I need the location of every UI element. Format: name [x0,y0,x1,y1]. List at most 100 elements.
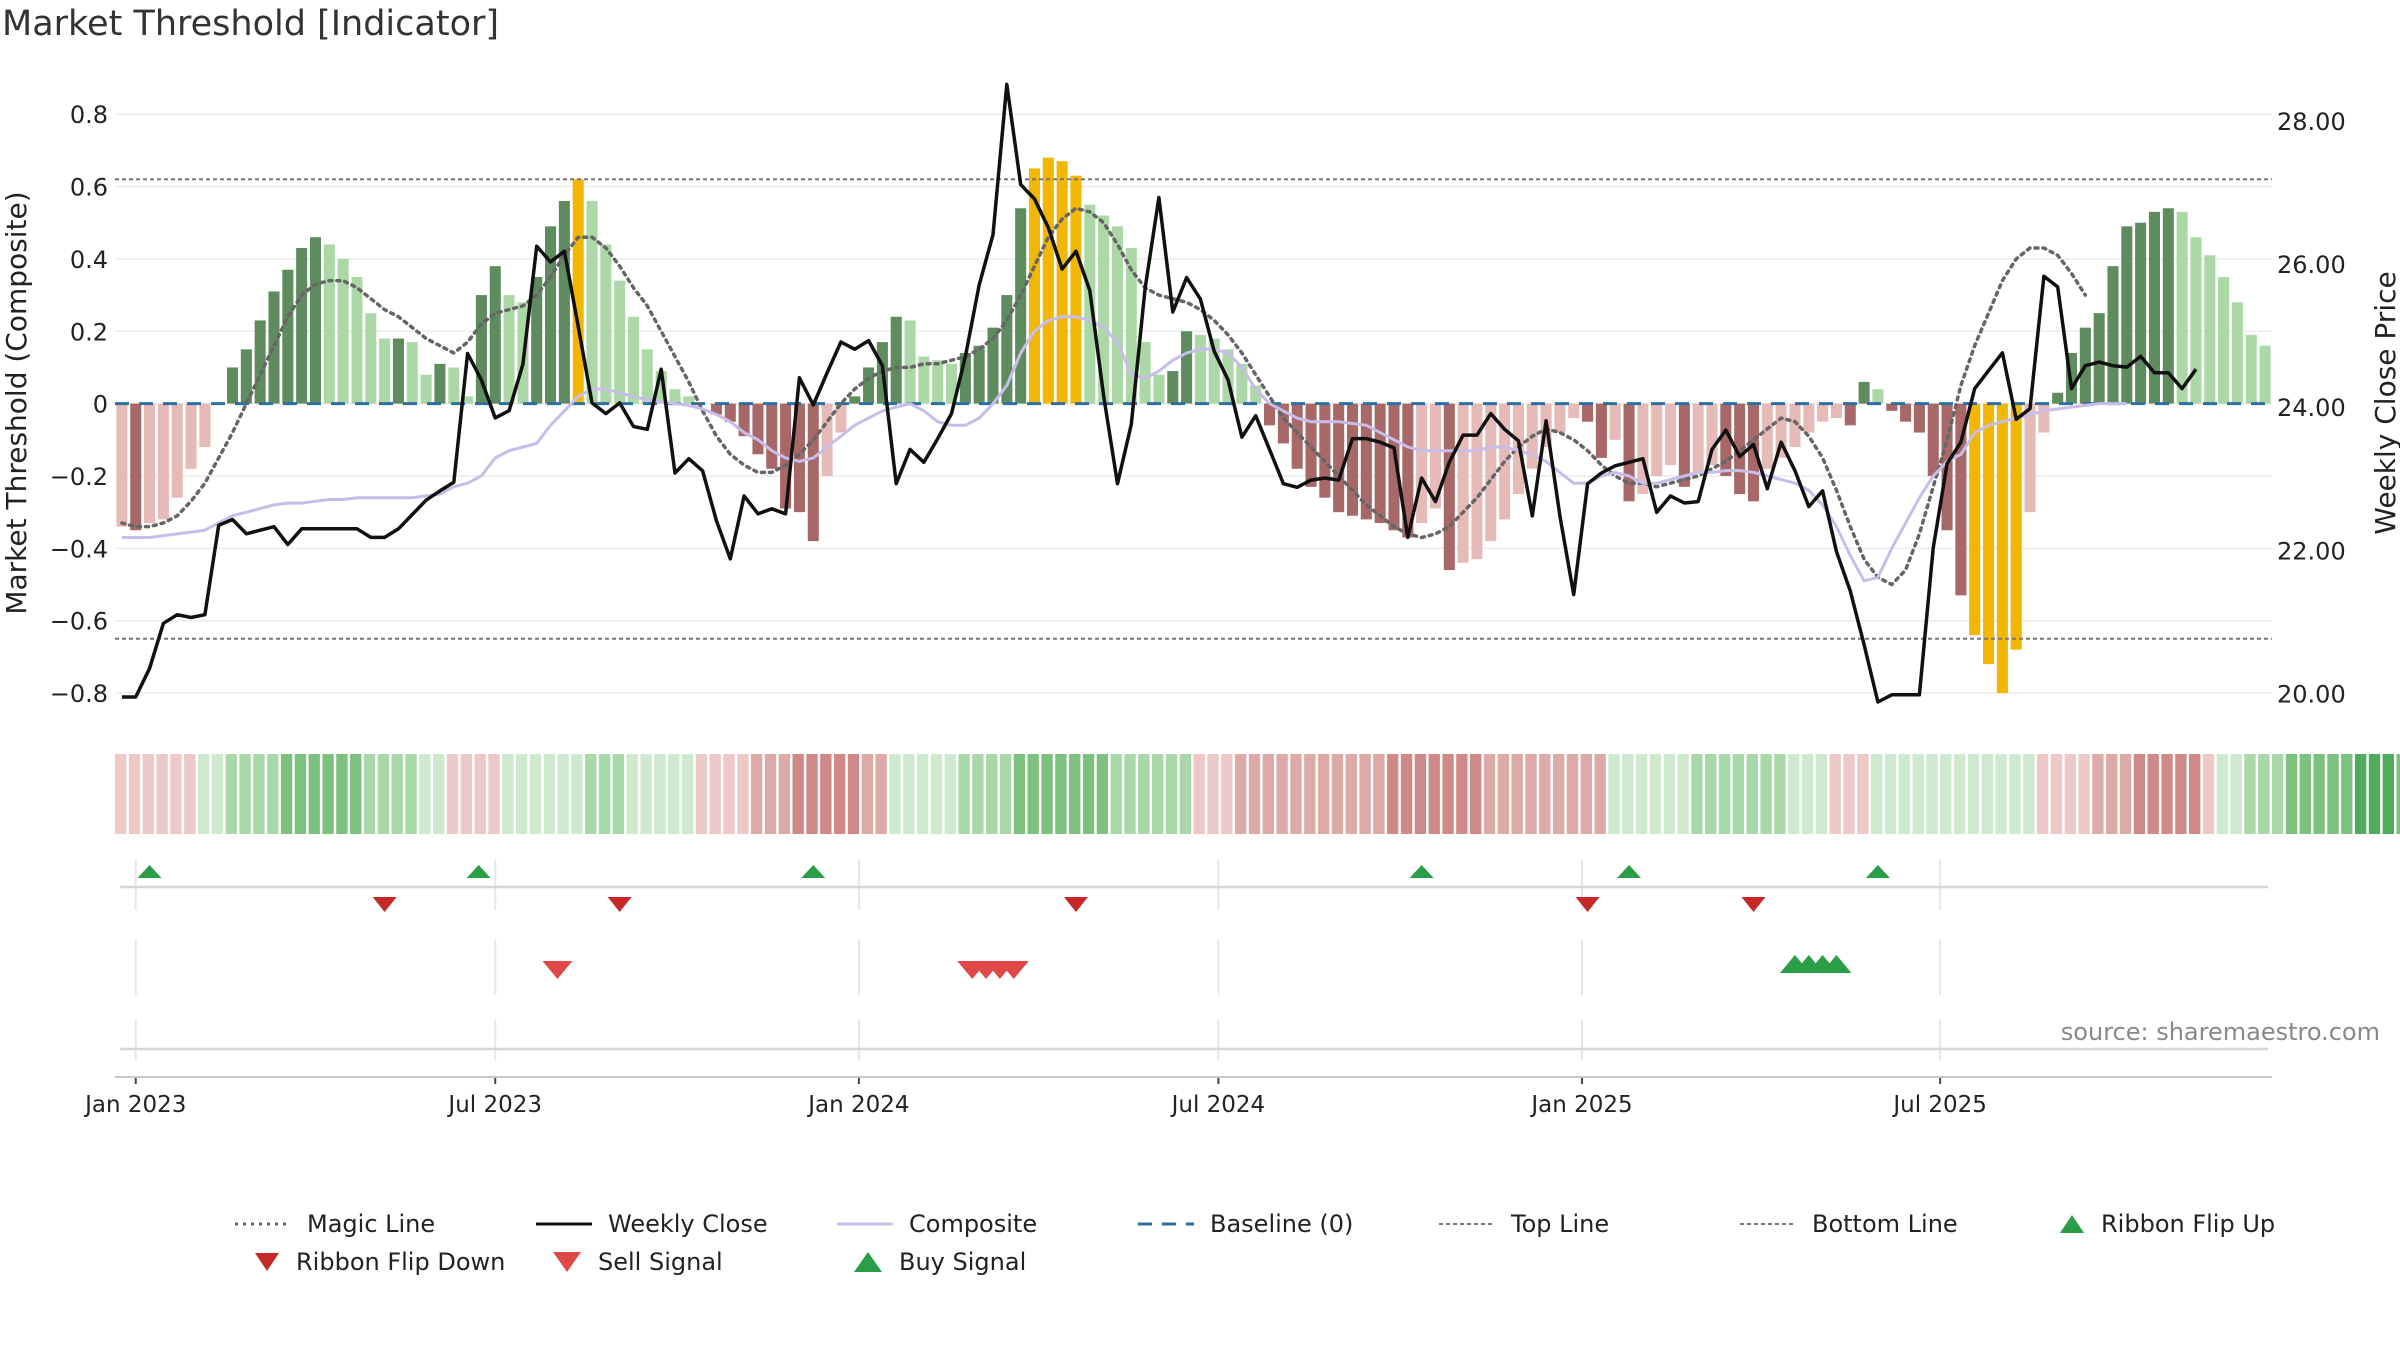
composite-bar [1637,403,1649,495]
y2-tick-label: 28.00 [2277,108,2346,136]
ribbon-segment [2175,754,2187,834]
triangle-down-icon [553,1252,581,1272]
composite-bar [2190,237,2202,404]
composite-bar [2231,302,2243,404]
ribbon-segment [2133,754,2146,834]
ribbon-segment [1470,754,1482,834]
composite-bar [1333,403,1345,513]
composite-bar [558,201,570,404]
legend-label: Sell Signal [598,1248,723,1276]
composite-bar [1844,403,1856,426]
ribbon-segment [778,754,791,834]
ribbon-flip-up-marker [137,865,162,878]
composite-bar [904,320,916,404]
ribbon-segment [377,754,390,834]
ribbon-segment [571,754,583,834]
ribbon-segment [1138,754,1150,834]
legend-label: Ribbon Flip Down [296,1248,506,1276]
composite-bar [144,403,156,524]
dashed-line-icon [1138,1222,1194,1226]
ribbon-segment [681,754,694,834]
line-series [115,82,2272,704]
ribbon-segment [1608,754,1620,834]
composite-bar [1028,168,1041,404]
ribbon-flip-up-marker [466,865,491,878]
ribbon-segment [1027,754,1039,834]
y-tick-label: 0.8 [70,101,108,129]
ribbon-segment [1691,754,1703,834]
ribbon-segment [197,754,210,834]
y-tick-label: 0.6 [70,174,108,202]
ribbon-segment [1926,754,1938,834]
ribbon-segment [2119,754,2132,834]
ribbon-segment [1055,754,1067,834]
marker-rows [137,865,1890,979]
ribbon-segment [1082,754,1095,834]
composite-bar [2093,313,2105,404]
ribbon-segment [350,754,362,834]
ribbon-segment [1179,754,1192,834]
ribbon-segment [1428,754,1440,834]
sell-signal-marker [998,961,1029,979]
legend-label: Baseline (0) [1210,1210,1354,1238]
composite-bar [572,179,584,404]
ribbon-segment [543,754,555,834]
ribbon-segment [142,754,154,834]
ribbon-flip-down-marker [1575,897,1600,912]
ribbon-segment [308,754,320,834]
ribbon-segment [585,754,597,834]
composite-bar [1678,403,1690,487]
ribbon-segment [1898,754,1911,834]
ribbon-segment [668,754,680,834]
ribbon-segment [598,754,611,834]
composite-bar [1388,403,1400,531]
composite-bar [821,403,833,476]
composite-bar [1319,403,1331,498]
composite-bar [1761,403,1773,469]
ribbon-segment [2036,754,2049,834]
composite-bar [434,363,446,404]
ribbon-segment [405,754,417,834]
ribbon-strip [115,754,2400,834]
ribbon-segment [1152,754,1164,834]
ribbon-segment [474,754,486,834]
composite-bar [2038,403,2050,433]
composite-bar [1001,295,1013,404]
composite-bar [2024,403,2036,513]
ribbon-segment [1442,754,1454,834]
ribbon-segment [1387,754,1399,834]
ribbon-segment [999,754,1012,834]
composite-bar [531,276,543,404]
composite-bar [1927,403,1939,476]
ribbon-flip-down-marker [372,897,397,912]
ribbon-segment [1359,754,1371,834]
composite-bar [780,403,792,509]
composite-bar [669,389,681,404]
ribbon-segment [2230,754,2242,834]
composite-bar [1305,403,1317,487]
x-tick-label: Jan 2024 [806,1092,909,1118]
composite-bar [1485,403,1497,542]
ribbon-segment [1165,754,1178,834]
ribbon-segment [1995,754,2007,834]
ribbon-segment [1497,754,1510,834]
ribbon-segment [1069,754,1081,834]
composite-bar [309,237,322,404]
composite-bar [614,280,626,404]
legend-composite: Composite [837,1210,1037,1238]
ribbon-segment [294,754,307,834]
composite-bar [1360,403,1372,520]
chart-title: Market Threshold [Indicator] [2,4,500,44]
ribbon-segment [1096,754,1109,834]
composite-bar [1250,385,1262,404]
composite-bar [1817,403,1829,422]
ribbon-segment [1843,754,1855,834]
composite-bar [752,403,764,455]
ribbon-segment [1981,754,1993,834]
y-axis-label: Market Threshold (Composite) [0,191,33,614]
composite-bar [1236,363,1248,404]
ribbon-segment [2327,754,2339,834]
legend-weekly-close: Weekly Close [536,1210,768,1238]
composite-bar [987,327,999,404]
composite-bar [1374,403,1386,524]
